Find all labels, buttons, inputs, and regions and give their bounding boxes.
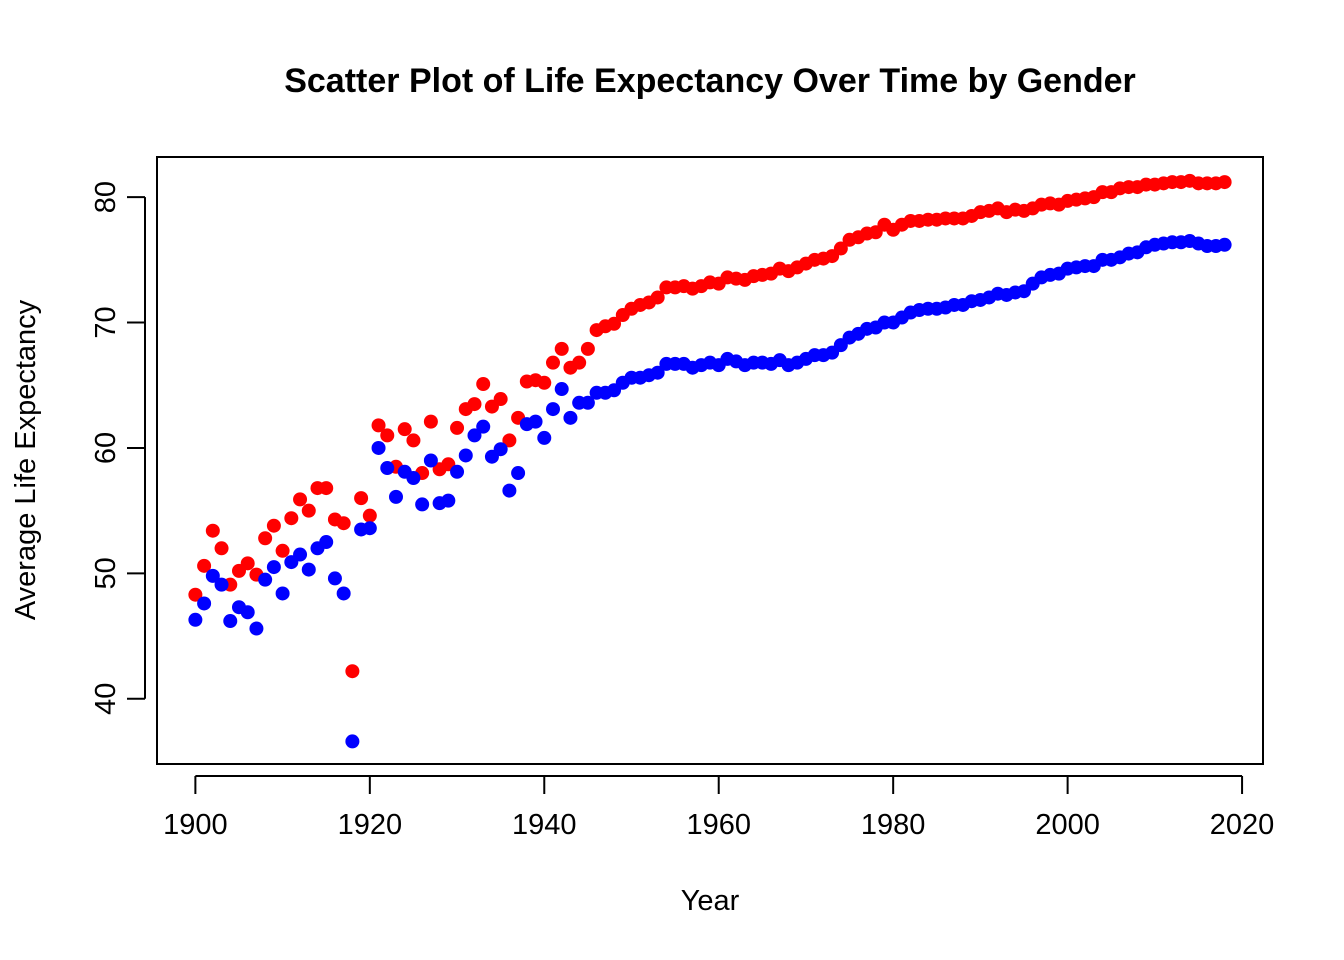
data-point [336, 586, 351, 601]
data-point [319, 481, 334, 496]
data-point [458, 448, 473, 463]
data-point [240, 556, 255, 571]
data-point [266, 560, 281, 575]
data-point [545, 355, 560, 370]
x-tick-label: 1940 [512, 809, 577, 841]
data-point [1217, 175, 1232, 190]
series-0 [188, 173, 1232, 679]
y-tick-label: 70 [90, 306, 122, 338]
data-point [188, 612, 203, 627]
data-point [554, 382, 569, 397]
data-point [537, 430, 552, 445]
data-point [345, 734, 360, 749]
data-point [572, 355, 587, 370]
data-point [240, 605, 255, 620]
y-axis: 40 50 60 70 80 [90, 181, 146, 715]
data-points [188, 173, 1232, 749]
data-point [1217, 237, 1232, 252]
data-point [362, 508, 377, 523]
data-point [293, 547, 308, 562]
data-point [537, 375, 552, 390]
data-point [397, 422, 412, 437]
data-point [423, 453, 438, 468]
data-point [476, 376, 491, 391]
data-point [197, 558, 212, 573]
data-point [528, 414, 543, 429]
data-point [319, 535, 334, 550]
data-point [650, 290, 665, 305]
x-axis-label: Year [681, 885, 740, 917]
data-point [380, 461, 395, 476]
data-point [293, 492, 308, 507]
data-point [650, 365, 665, 380]
data-point [467, 397, 482, 412]
data-point [545, 402, 560, 417]
y-tick-label: 40 [90, 683, 122, 715]
x-tick-label: 1980 [861, 809, 926, 841]
data-point [301, 503, 316, 518]
data-point [188, 587, 203, 602]
x-tick-label: 1920 [338, 809, 403, 841]
data-point [415, 497, 430, 512]
data-point [371, 440, 386, 455]
data-point [275, 586, 290, 601]
data-point [493, 392, 508, 407]
data-point [327, 571, 342, 586]
data-point [362, 521, 377, 536]
data-point [406, 433, 421, 448]
data-point [493, 442, 508, 457]
y-tick-label: 60 [90, 432, 122, 464]
data-point [380, 428, 395, 443]
data-point [563, 410, 578, 425]
data-point [511, 466, 526, 481]
data-point [388, 489, 403, 504]
x-tick-label: 1900 [163, 809, 228, 841]
data-point [502, 483, 517, 498]
data-point [214, 577, 229, 592]
data-point [258, 572, 273, 587]
series-1 [188, 234, 1232, 749]
data-point [214, 541, 229, 556]
data-point [258, 531, 273, 546]
data-point [502, 433, 517, 448]
data-point [205, 568, 220, 583]
data-point [441, 493, 456, 508]
data-point [554, 341, 569, 356]
data-point [833, 241, 848, 256]
data-point [580, 395, 595, 410]
y-tick-label: 80 [90, 181, 122, 213]
data-point [345, 664, 360, 679]
chart-title: Scatter Plot of Life Expectancy Over Tim… [284, 62, 1136, 100]
data-point [406, 471, 421, 486]
data-point [423, 414, 438, 429]
data-point [266, 518, 281, 533]
data-point [450, 464, 465, 479]
data-point [607, 316, 622, 331]
data-point [284, 511, 299, 526]
data-point [223, 614, 238, 629]
x-axis: 1900 1920 1940 1960 1980 2000 2020 [163, 775, 1275, 841]
data-point [476, 419, 491, 434]
data-point [249, 621, 264, 636]
data-point [450, 420, 465, 435]
data-point [580, 341, 595, 356]
x-tick-label: 2000 [1035, 809, 1100, 841]
y-axis-label: Average Life Expectancy [10, 299, 42, 620]
data-point [275, 543, 290, 558]
data-point [467, 428, 482, 443]
data-point [197, 596, 212, 611]
x-tick-label: 2020 [1210, 809, 1275, 841]
data-point [354, 491, 369, 506]
data-point [336, 516, 351, 531]
y-tick-label: 50 [90, 557, 122, 589]
data-point [205, 523, 220, 538]
plot-frame [156, 156, 1264, 765]
data-point [371, 418, 386, 433]
x-tick-label: 1960 [686, 809, 751, 841]
data-point [301, 562, 316, 577]
